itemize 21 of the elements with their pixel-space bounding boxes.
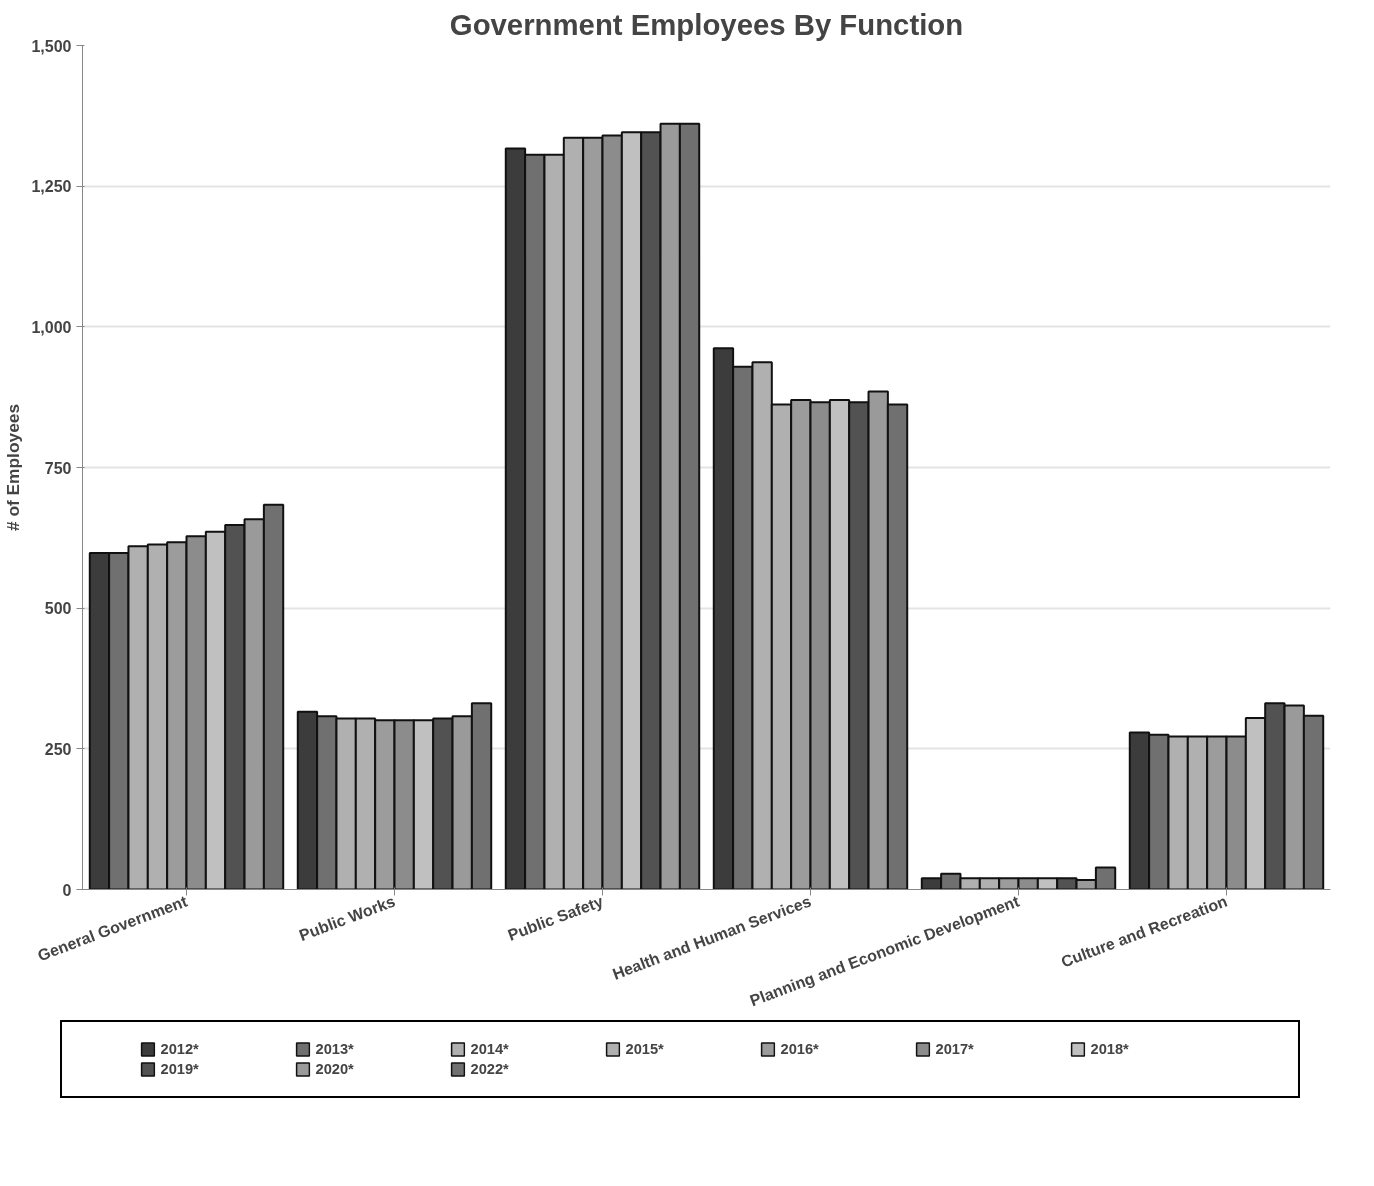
legend-label: 2013*: [315, 1041, 355, 1057]
y-tick-label: 1,500: [31, 37, 72, 55]
y-tick-label: 750: [44, 459, 72, 477]
legend-label: 2015*: [625, 1041, 665, 1057]
legend-label: 2014*: [470, 1041, 510, 1057]
legend-label: 2022*: [470, 1061, 510, 1077]
legend-label: 2019*: [160, 1061, 200, 1077]
y-tick-label: 1,250: [31, 178, 72, 196]
y-tick-label: 1,000: [31, 318, 72, 336]
x-tick-label: Public Works: [296, 892, 398, 945]
legend-label: 2020*: [315, 1061, 355, 1077]
x-tick-label: Public Safety: [505, 892, 606, 944]
y-tick-label: 250: [44, 740, 72, 758]
y-axis-title: # of Employees: [3, 403, 24, 532]
legend-label: 2016*: [780, 1041, 820, 1057]
y-tick-label: 0: [62, 881, 72, 899]
legend-label: 2018*: [1090, 1041, 1130, 1057]
legend-label: 2012*: [160, 1041, 200, 1057]
y-tick-label: 500: [44, 600, 72, 618]
chart-title: Government Employees By Function: [449, 7, 964, 41]
legend-label: 2017*: [935, 1041, 975, 1057]
